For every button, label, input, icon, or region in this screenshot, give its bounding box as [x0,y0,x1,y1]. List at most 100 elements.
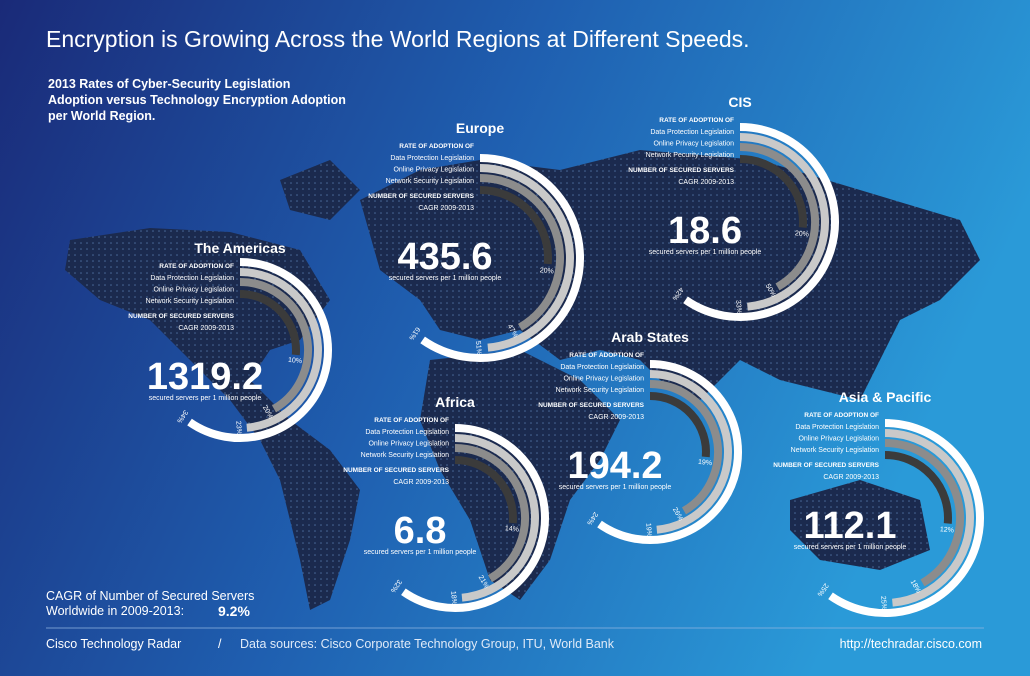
rate-arc [239,290,300,356]
rate-arc [401,424,549,612]
region-name: Europe [456,120,504,136]
rate-item: Data Protection Legislation [365,429,449,436]
rate-arc [479,174,564,331]
rate-item: Network Security Legislation [791,447,879,454]
rate-arc [828,419,984,617]
servers-header: NUMBER OF SECURED SERVERS [343,467,449,474]
rate-arc [239,268,322,432]
rate-arc [597,360,742,544]
rate-arc [884,429,974,607]
servers-value: 18.6 [668,210,742,252]
rate-label: 12% [940,526,955,534]
rate-label: 14% [505,525,520,533]
rate-arc [454,444,529,583]
rate-label: 20% [795,230,810,238]
rate-header: RATE OF ADOPTION OF [569,352,644,359]
servers-unit: secured servers per 1 million people [389,275,502,282]
rate-arc [187,258,332,442]
rate-header: RATE OF ADOPTION OF [399,143,474,150]
worldwide-label: Worldwide in 2009-2013: [46,604,184,618]
rate-label: 23% [234,421,242,436]
servers-value: 435.6 [397,236,492,278]
title: Encryption is Growing Across the World R… [46,26,750,52]
region-name: Arab States [611,329,689,345]
rate-header: RATE OF ADOPTION OF [659,117,734,124]
servers-unit: secured servers per 1 million people [364,549,477,556]
rate-arc [479,164,575,352]
cagr-label: CAGR 2009-2013 [393,479,449,486]
rate-arc [239,278,312,413]
servers-unit: secured servers per 1 million people [149,395,262,402]
rate-arc [649,392,710,458]
cagr-label: CAGR 2009-2013 [178,325,234,332]
region-name: The Americas [194,240,286,256]
rate-item: Online Privacy Legislation [798,436,879,443]
rate-header: RATE OF ADOPTION OF [804,412,879,419]
rate-item: Data Protection Legislation [150,275,234,282]
rate-item: Data Protection Legislation [650,129,734,136]
servers-header: NUMBER OF SECURED SERVERS [128,313,234,320]
worldwide-value: 9.2% [218,603,250,619]
rate-item: Network Security Legislation [386,178,474,185]
cagr-label: CAGR 2009-2013 [588,414,644,421]
rate-item: Online Privacy Legislation [563,376,644,383]
rate-item: Online Privacy Legislation [153,287,234,294]
servers-header: NUMBER OF SECURED SERVERS [628,167,734,174]
servers-unit: secured servers per 1 million people [559,484,672,491]
rate-arc [739,143,819,291]
rate-item: Online Privacy Legislation [368,441,449,448]
worldwide-label: CAGR of Number of Secured Servers [46,589,254,603]
rate-arc [884,439,964,587]
rate-item: Network Pecurity Legislation [646,152,734,159]
footer-sources: Data sources: Cisco Corporate Technology… [240,637,615,651]
footer-brand: Cisco Technology Radar [46,637,181,651]
rate-arc [739,155,807,228]
servers-unit: secured servers per 1 million people [649,249,762,256]
rate-item: Data Protection Legislation [560,364,644,371]
cagr-label: CAGR 2009-2013 [418,205,474,212]
rate-label: 25% [879,596,887,611]
region-name: Africa [435,394,475,410]
rate-label: 33% [734,300,742,315]
rate-header: RATE OF ADOPTION OF [374,417,449,424]
rate-arc [479,186,552,265]
rate-item: Network Security Legislation [556,387,644,394]
rate-item: Network Security Legislation [146,298,234,305]
servers-value: 112.1 [804,505,897,547]
rate-label: 10% [288,357,303,365]
rate-label: 20% [539,267,554,275]
rate-item: Data Protection Legislation [390,155,474,162]
rate-arc [420,154,584,362]
rate-item: Online Privacy Legislation [393,167,474,174]
rate-label: 51% [474,341,482,356]
footer-separator: / [218,637,222,651]
servers-header: NUMBER OF SECURED SERVERS [773,462,879,469]
servers-value: 1319.2 [147,356,263,398]
rate-arc [454,456,517,524]
servers-unit: secured servers per 1 million people [794,544,907,551]
rate-item: Online Privacy Legislation [653,141,734,148]
servers-value: 6.8 [394,510,447,552]
rate-label: 19% [698,459,713,467]
rate-arc [739,133,829,311]
rate-arc [454,434,540,602]
servers-value: 194.2 [567,445,662,487]
rate-arc [683,123,839,321]
rate-header: RATE OF ADOPTION OF [159,263,234,270]
rate-item: Network Security Legislation [361,452,449,459]
servers-header: NUMBER OF SECURED SERVERS [368,193,474,200]
cagr-label: CAGR 2009-2013 [678,179,734,186]
rate-arc [884,451,952,524]
footer-url: http://techradar.cisco.com [840,637,982,651]
rate-arc [649,370,732,534]
rate-arc [649,380,722,515]
rate-label: 18% [449,591,457,606]
subtitle: 2013 Rates of Cyber-Security Legislation… [48,77,346,123]
servers-header: NUMBER OF SECURED SERVERS [538,402,644,409]
